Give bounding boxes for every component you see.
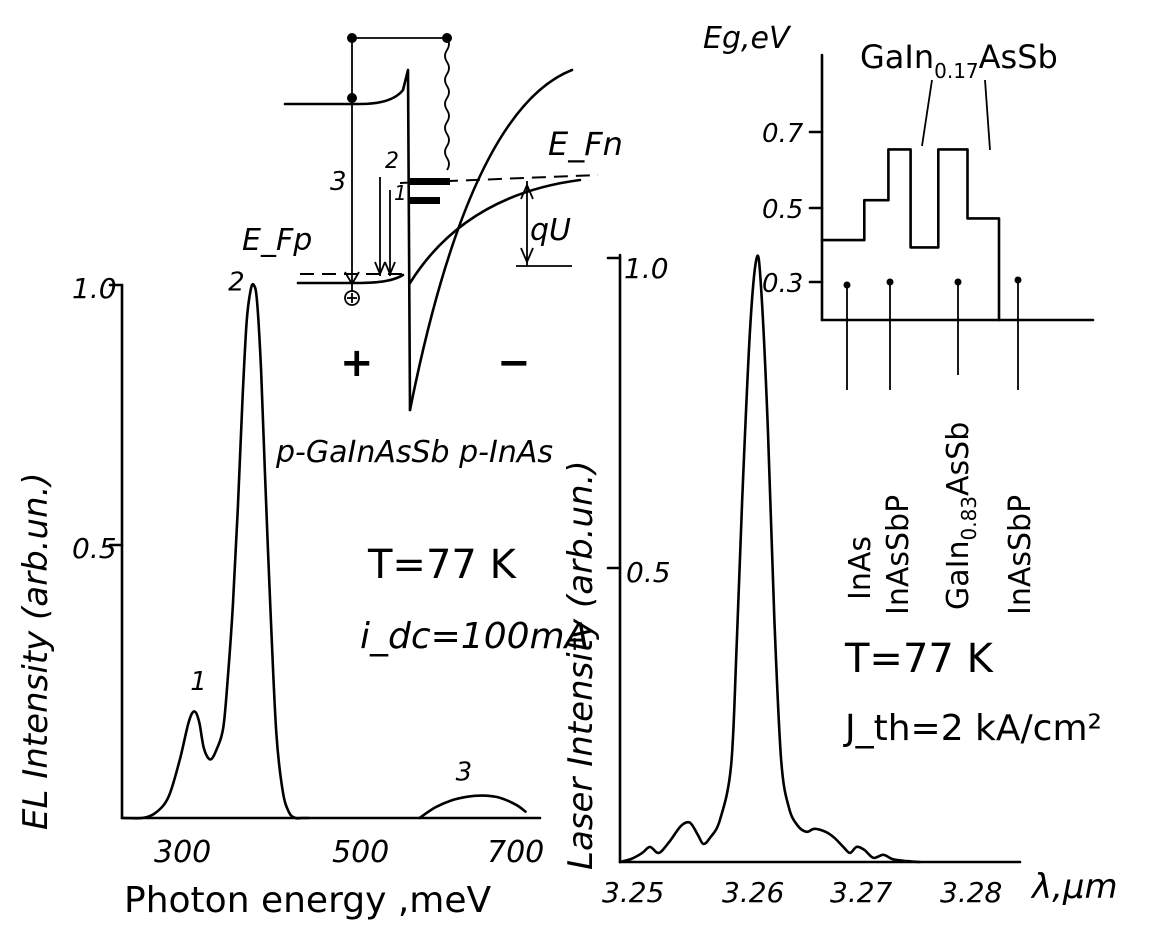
eg-layer-pins: [843, 276, 1022, 390]
band-layer-label: p-GaInAsSb p-InAs: [275, 435, 553, 470]
band-plus-sign: +: [340, 340, 374, 386]
laser-y-axis-label: Laser Intensity (arb.un.): [561, 460, 601, 870]
laser-x-tick-label-326: 3.26: [722, 876, 784, 909]
laser-x-tick-label-327: 3.27: [830, 876, 893, 909]
band-efn-line: [399, 174, 599, 184]
eg-y-tick-label-05: 0.5: [762, 195, 803, 225]
eg-step-profile: [820, 148, 1001, 322]
el-peak-label-2: 2: [228, 267, 245, 297]
eg-y-tick-label-03: 0.3: [762, 269, 803, 299]
eg-layer-label-gainassb: GaIn0.83AsSb: [941, 422, 981, 610]
band-arrow-label-1: 1: [394, 181, 407, 205]
el-y-axis-label: EL Intensity (arb.un.): [16, 472, 56, 830]
laser-series-line: [618, 254, 922, 864]
laser-x-tick-label-328: 3.28: [940, 876, 1002, 909]
band-arrow-label-3: 3: [330, 167, 347, 197]
laser-x-tick-label-325: 3.25: [602, 876, 664, 909]
eg-y-tick-label-07: 0.7: [762, 119, 804, 149]
el-x-tick-label-500: 500: [332, 835, 389, 870]
eg-layer-label-inas: InAs: [843, 536, 878, 600]
laser-y-tick-label-05: 0.5: [626, 556, 671, 589]
band-minus-sign: −: [497, 340, 531, 386]
eg-y-axis-label: Eg,eV: [703, 21, 792, 56]
el-x-axis-label: Photon energy ,meV: [124, 880, 491, 921]
eg-layer-label-inassbp-1: InAsSbP: [881, 495, 916, 615]
band-efn-label: E_Fn: [548, 125, 623, 163]
band-valence-right: [408, 178, 582, 285]
el-x-tick-label-700: 700: [487, 835, 544, 870]
laser-temperature: T=77 K: [844, 636, 995, 682]
band-hole-dot: [344, 290, 360, 306]
band-conduction-right: [408, 68, 574, 412]
band-diagram: E_Fp E_Fn qU 2 1 3 + − p-GaInAsSb p-InAs: [242, 33, 623, 470]
el-peak-label-1: 1: [190, 667, 207, 697]
band-level-1: [410, 197, 440, 204]
eg-pointer-right: [984, 79, 991, 151]
eg-pointer-left: [921, 79, 933, 147]
band-efp-label: E_Fp: [242, 223, 312, 258]
el-y-tick-label-1: 1.0: [72, 272, 117, 305]
eg-layer-label-inassbp-2: InAsSbP: [1003, 495, 1038, 615]
laser-x-axis-label: λ,μm: [1030, 867, 1118, 907]
band-valence-left: [296, 273, 405, 285]
laser-y-tick-label-1: 1.0: [624, 252, 669, 285]
el-current: i_dc=100mA: [360, 616, 589, 657]
el-series-3-line: [418, 794, 527, 820]
el-series-line: [122, 282, 310, 820]
eg-chart: Eg,eV 0.7 0.5 0.3 GaIn0.17AsSb InAs InAs…: [703, 21, 1095, 615]
el-x-tick-label-300: 300: [154, 835, 211, 870]
band-wavy-photon: [444, 37, 450, 171]
laser-chart: 1.0 0.5 3.25 3.26 3.27 3.28 λ,μm Laser I…: [561, 252, 1118, 909]
band-qu-label: qU: [530, 213, 571, 248]
band-arrow-label-2: 2: [385, 149, 399, 174]
laser-threshold: J_th=2 kA/cm²: [843, 708, 1102, 749]
band-arrow-3-head: [344, 271, 360, 286]
el-peak-label-3: 3: [456, 758, 473, 788]
band-conduction-left: [283, 68, 412, 412]
el-chart: 1.0 0.5 300 500 700 Photon energy ,meV E…: [16, 267, 544, 921]
eg-top-layer-label: GaIn0.17AsSb: [860, 38, 1058, 83]
el-temperature: T=77 K: [367, 542, 518, 588]
el-y-tick-label-05: 0.5: [72, 532, 117, 565]
